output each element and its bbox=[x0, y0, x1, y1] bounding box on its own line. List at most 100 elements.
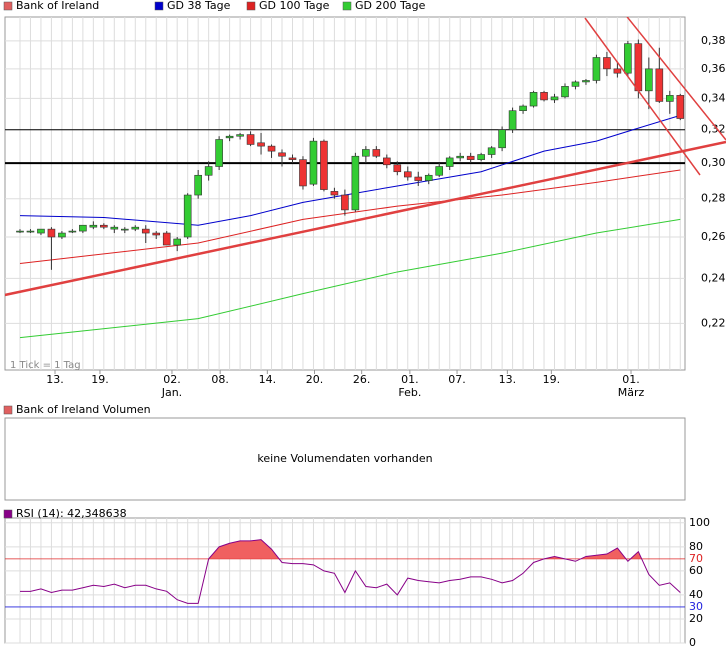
candle-body bbox=[372, 149, 381, 157]
y-tick-label: 60 bbox=[689, 564, 703, 577]
legend-label: GD 100 Tage bbox=[259, 0, 330, 12]
no-data-message: keine Volumendaten vorhanden bbox=[257, 452, 432, 465]
candle-body bbox=[414, 176, 423, 181]
legend-swatch bbox=[3, 1, 13, 11]
y-tick-label: 0,30 bbox=[701, 156, 726, 169]
trend-line bbox=[5, 140, 726, 297]
y-tick-label: 20 bbox=[689, 612, 703, 625]
candle-body bbox=[351, 155, 360, 211]
candle-body bbox=[383, 157, 391, 166]
x-tick-label: 19. bbox=[91, 373, 109, 386]
y-tick-label: 0,26 bbox=[701, 230, 726, 243]
candle-body bbox=[204, 166, 213, 176]
candle-body bbox=[120, 228, 129, 231]
candle-body bbox=[309, 140, 318, 185]
y-tick-label: 0,22 bbox=[701, 316, 726, 329]
volume-panel bbox=[4, 417, 686, 501]
candle-body bbox=[173, 238, 182, 246]
candle-body bbox=[550, 96, 559, 101]
candle-body bbox=[362, 149, 370, 157]
x-tick-label: 01. bbox=[401, 373, 419, 386]
legend-swatch bbox=[246, 1, 256, 11]
x-tick-label: 02. bbox=[163, 373, 181, 386]
candle-body bbox=[47, 228, 56, 238]
candle-body bbox=[267, 145, 276, 152]
legend-label: GD 38 Tage bbox=[167, 0, 231, 12]
candle-body bbox=[37, 228, 45, 234]
trend-line bbox=[584, 17, 701, 176]
x-tick-label: 08. bbox=[211, 373, 229, 386]
y-tick-label: 80 bbox=[689, 540, 703, 553]
candle-body bbox=[624, 43, 632, 74]
candle-body bbox=[215, 139, 223, 167]
candle-body bbox=[540, 92, 548, 101]
candle-body bbox=[79, 224, 87, 232]
x-tick-sublabel: Jan. bbox=[161, 386, 182, 399]
candle-body bbox=[435, 166, 444, 176]
candle-body bbox=[320, 140, 328, 190]
candle-body bbox=[246, 134, 255, 145]
candle-body bbox=[666, 95, 674, 102]
legend-swatch bbox=[342, 1, 352, 11]
moving-average bbox=[19, 114, 681, 226]
x-tick-label: 13. bbox=[499, 373, 517, 386]
moving-average bbox=[19, 169, 681, 265]
candle-body bbox=[330, 191, 339, 196]
overbought-area bbox=[19, 539, 681, 559]
candle-body bbox=[676, 95, 685, 119]
candle-body bbox=[477, 154, 485, 160]
candle-body bbox=[498, 129, 506, 149]
candle-body bbox=[561, 86, 569, 98]
candle-body bbox=[487, 147, 496, 155]
moving-average bbox=[19, 218, 681, 339]
y-tick-label: 0,38 bbox=[701, 34, 726, 47]
candle-body bbox=[403, 171, 412, 178]
legend-label: Bank of Ireland Volumen bbox=[16, 403, 151, 416]
y-tick-label: 40 bbox=[689, 588, 703, 601]
candle-body bbox=[529, 92, 538, 107]
candle-body bbox=[571, 81, 580, 87]
candle-body bbox=[288, 157, 297, 160]
candle-body bbox=[613, 68, 622, 74]
candle-body bbox=[445, 157, 454, 167]
candle-body bbox=[16, 230, 24, 233]
candle-body bbox=[424, 174, 433, 181]
y-tick-label: 100 bbox=[689, 516, 710, 529]
y-tick-label: 0,36 bbox=[701, 62, 726, 75]
legend-swatch bbox=[3, 405, 13, 415]
candle-body bbox=[645, 68, 653, 92]
candle-body bbox=[236, 134, 244, 137]
candle-body bbox=[68, 230, 77, 233]
note: 1 Tick = 1 Tag bbox=[10, 360, 81, 371]
candle-body bbox=[152, 232, 161, 236]
x-tick-label: 20. bbox=[306, 373, 324, 386]
candle-body bbox=[89, 224, 98, 228]
candle-body bbox=[110, 226, 119, 230]
x-tick-label: 01. bbox=[622, 373, 640, 386]
candle-body bbox=[183, 194, 192, 238]
candle-body bbox=[634, 43, 643, 92]
rsi-line bbox=[19, 539, 681, 604]
candle-body bbox=[341, 194, 349, 211]
y-tick-label: 0 bbox=[689, 636, 696, 649]
candle-body bbox=[58, 232, 66, 238]
candle-body bbox=[26, 230, 35, 233]
candle-body bbox=[456, 155, 464, 159]
x-tick-label: 13. bbox=[46, 373, 64, 386]
y-tick-label: 0,28 bbox=[701, 192, 726, 205]
candle-body bbox=[257, 142, 265, 147]
legend-label: RSI (14): 42,348638 bbox=[16, 507, 127, 520]
candle-body bbox=[299, 159, 307, 187]
candle-body bbox=[194, 174, 202, 196]
candle-body bbox=[603, 57, 611, 70]
x-tick-sublabel: März bbox=[618, 386, 645, 399]
candle-body bbox=[508, 110, 517, 131]
price-layer bbox=[5, 17, 685, 374]
candle-body bbox=[131, 226, 140, 230]
legend-label: GD 200 Tage bbox=[355, 0, 426, 12]
y-tick-label: 0,34 bbox=[701, 91, 726, 104]
candle-body bbox=[100, 224, 108, 228]
trend-lines bbox=[5, 17, 726, 297]
x-tick-sublabel: Feb. bbox=[398, 386, 421, 399]
trend-line bbox=[626, 17, 726, 141]
